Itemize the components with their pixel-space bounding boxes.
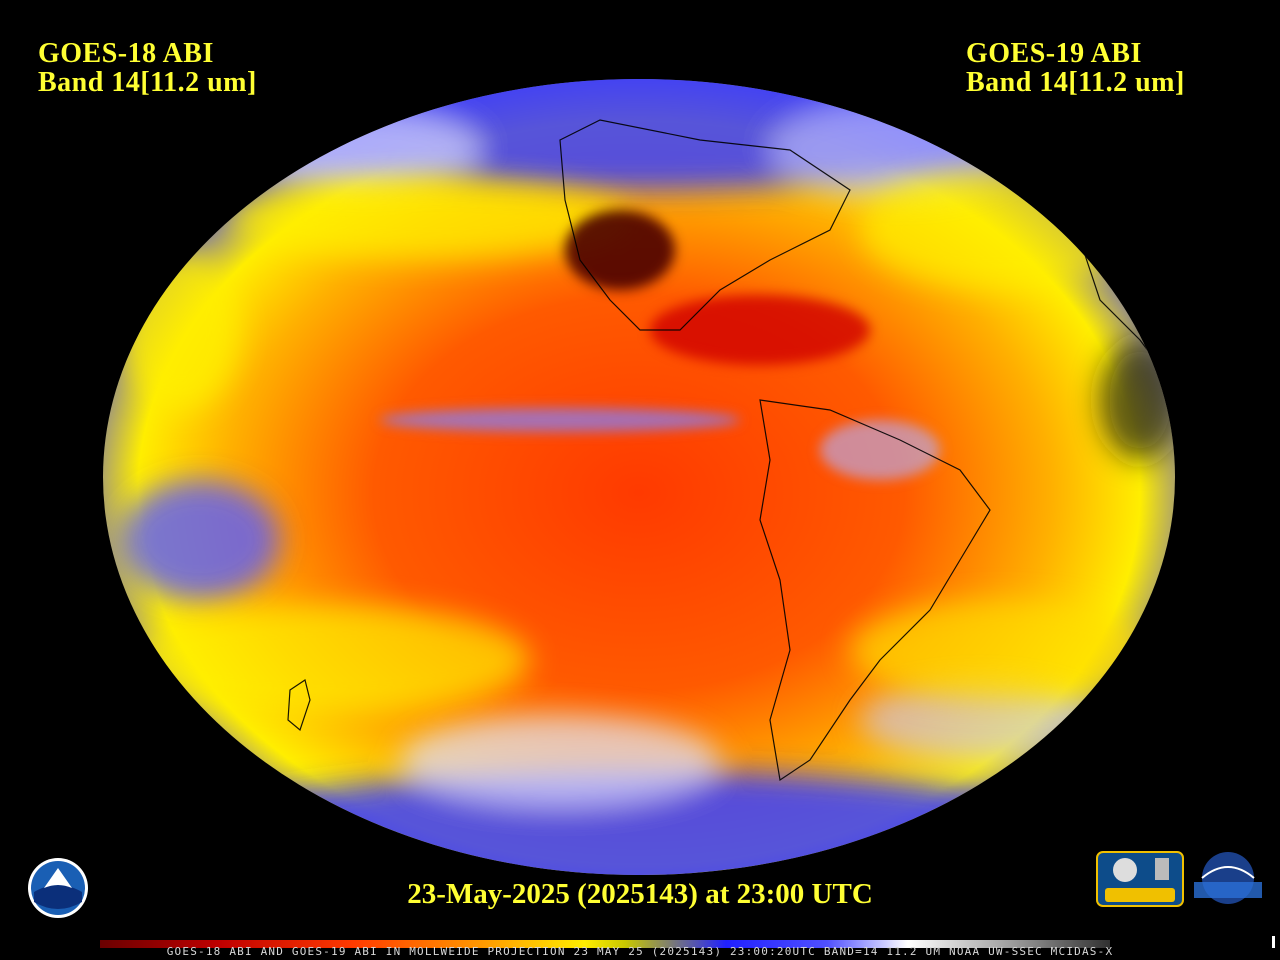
corner-marker — [1272, 936, 1275, 948]
cimss-logo — [1096, 851, 1184, 907]
left-satellite-name: GOES-18 ABI — [38, 38, 214, 69]
north-america-outline — [559, 119, 851, 331]
image-metadata-footer: GOES-18 ABI AND GOES-19 ABI IN MOLLWEIDE… — [166, 945, 1114, 958]
south-america-outline — [759, 399, 991, 782]
temperature-color-scale — [100, 940, 1110, 948]
image-timestamp: 23-May-2025 (2025143) at 23:00 UTC — [407, 878, 873, 910]
right-satellite-name: GOES-19 ABI — [966, 38, 1142, 69]
right-satellite-title: GOES-19 ABI Band 14[11.2 um] — [966, 39, 1185, 97]
ssec-logo — [1194, 852, 1262, 904]
left-band-label: Band 14[11.2 um] — [38, 67, 257, 98]
right-band-label: Band 14[11.2 um] — [966, 67, 1185, 98]
new-zealand-outline — [287, 679, 311, 732]
noaa-logo — [28, 858, 88, 918]
left-satellite-title: GOES-18 ABI Band 14[11.2 um] — [38, 39, 257, 97]
